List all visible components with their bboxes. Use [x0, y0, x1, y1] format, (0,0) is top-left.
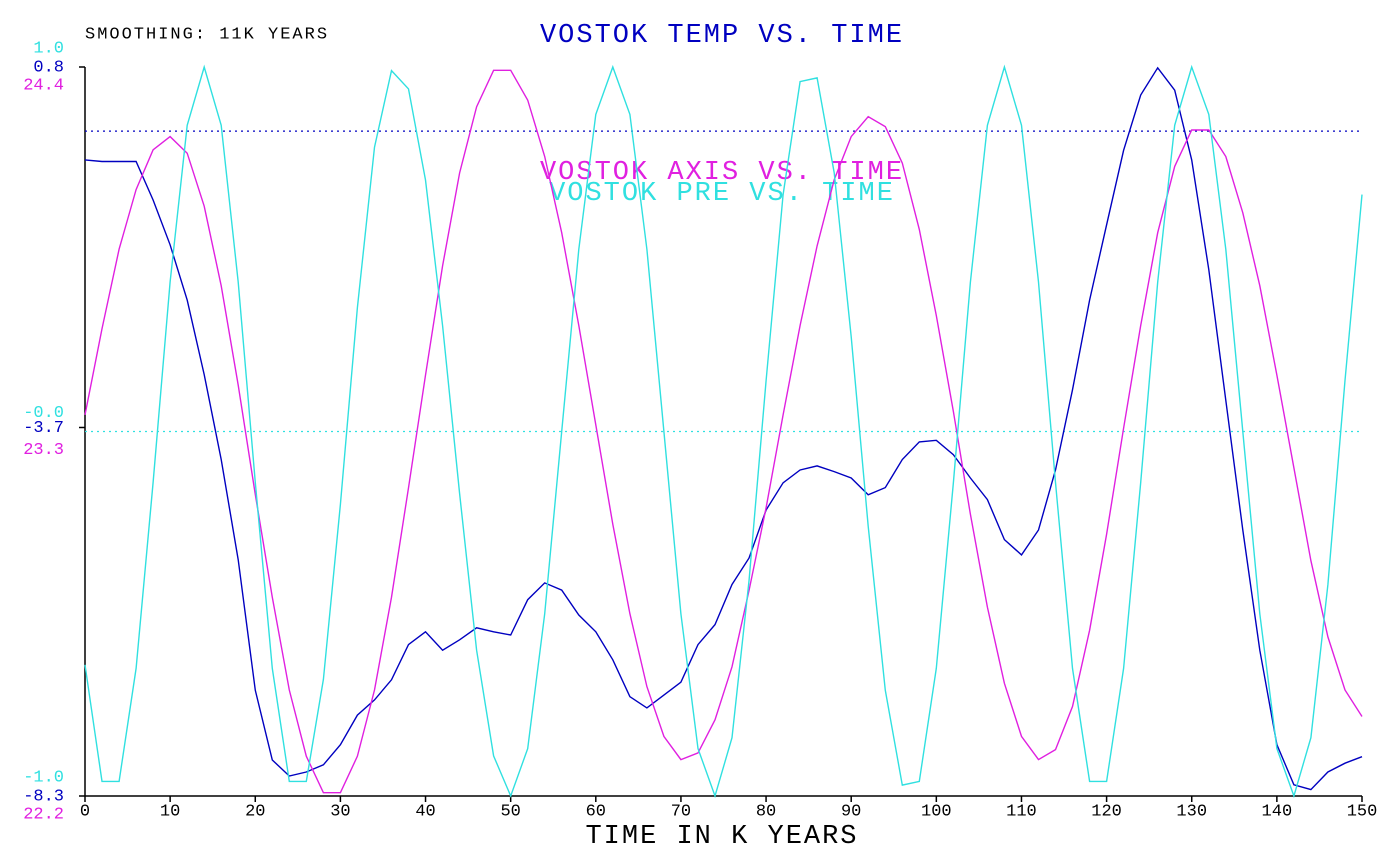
x-tick-label: 80 [756, 802, 776, 821]
series-line [84, 64, 1363, 799]
y-tick-label: 23.3 [23, 441, 64, 460]
x-tick-label: 40 [415, 802, 435, 821]
series-title: VOSTOK PRE VS. TIME [549, 179, 895, 209]
x-tick-label: 50 [500, 802, 520, 821]
x-tick-label: 60 [586, 802, 606, 821]
x-tick-label: 70 [671, 802, 691, 821]
x-tick-label: 120 [1091, 802, 1122, 821]
x-tick-label: 110 [1006, 802, 1037, 821]
y-tick-label: 22.2 [23, 805, 64, 824]
x-tick-label: 30 [330, 802, 350, 821]
y-tick-label: 0.8 [33, 58, 64, 77]
y-tick-label: -8.3 [23, 787, 64, 806]
x-tick-label: 0 [80, 802, 90, 821]
series-line [84, 66, 1363, 791]
y-tick-label: -0.0 [23, 404, 64, 423]
x-tick-label: 150 [1347, 802, 1378, 821]
x-tick-label: 10 [160, 802, 180, 821]
x-tick-label: 130 [1176, 802, 1207, 821]
x-tick-label: 100 [921, 802, 952, 821]
x-tick-label: 90 [841, 802, 861, 821]
y-tick-label: 1.0 [33, 39, 64, 58]
y-tick-label: 24.4 [23, 76, 64, 95]
y-tick-label: -1.0 [23, 768, 64, 787]
x-tick-label: 20 [245, 802, 265, 821]
x-tick-label: 140 [1262, 802, 1293, 821]
series-line [84, 69, 1363, 794]
annotation: SMOOTHING: 11K YEARS [85, 25, 329, 44]
series-title: VOSTOK TEMP VS. TIME [540, 21, 904, 51]
y-tick-label: -3.7 [23, 419, 64, 438]
x-axis-label: TIME IN K YEARS [585, 822, 858, 852]
series-title: VOSTOK AXIS VS. TIME [540, 158, 904, 188]
